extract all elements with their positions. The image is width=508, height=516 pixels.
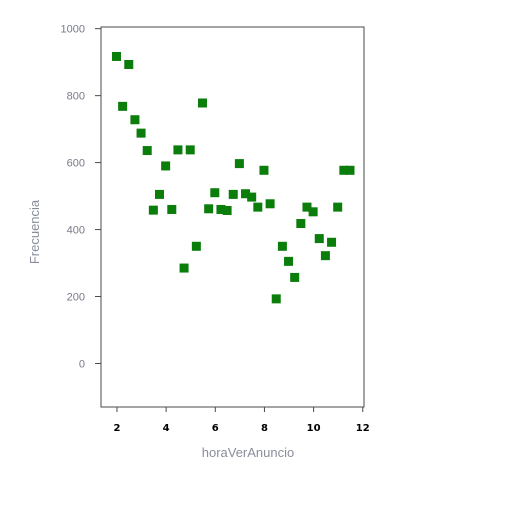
y-axis-ticks: 0 200 400 600 800 1000: [61, 24, 101, 370]
y-tick-label: 400: [67, 225, 85, 237]
data-point: [142, 146, 152, 156]
data-point: [265, 199, 275, 209]
data-point: [118, 101, 128, 111]
data-point: [290, 272, 300, 282]
x-axis-title: horaVerAnuncio: [202, 445, 295, 460]
data-point: [314, 234, 324, 244]
x-tick-label: 10: [307, 423, 321, 434]
data-point: [333, 202, 343, 212]
data-point: [191, 241, 201, 251]
data-point: [173, 145, 183, 155]
plot-frame: [100, 26, 365, 408]
data-point: [234, 159, 244, 169]
y-tick-label: 0: [79, 358, 85, 370]
data-point: [204, 204, 214, 214]
data-point: [216, 204, 226, 214]
x-axis-ticks: 2 4 6 8 10 12: [113, 407, 370, 434]
x-tick-label: 12: [356, 423, 370, 434]
data-point: [161, 161, 171, 171]
y-tick-label: 800: [67, 91, 85, 103]
data-point: [130, 115, 140, 125]
x-tick-label: 2: [113, 423, 120, 434]
x-tick-label: 8: [261, 423, 268, 434]
data-point: [339, 165, 349, 175]
data-point: [241, 189, 251, 199]
data-point: [302, 202, 312, 212]
y-tick-label: 600: [67, 158, 85, 170]
data-point: [247, 192, 257, 202]
data-point: [308, 207, 318, 217]
data-point: [148, 205, 158, 215]
data-point: [320, 251, 330, 261]
y-axis-title: Frecuencia: [27, 199, 42, 264]
data-point: [253, 202, 263, 212]
data-point: [198, 98, 208, 108]
data-point: [284, 256, 294, 266]
data-point: [154, 189, 164, 199]
x-tick-label: 4: [163, 423, 170, 434]
data-point: [271, 294, 281, 304]
data-point: [124, 59, 134, 69]
data-point: [222, 205, 232, 215]
data-point: [185, 145, 195, 155]
data-points: [111, 51, 355, 304]
data-point: [345, 165, 355, 175]
y-tick-label: 1000: [61, 24, 85, 36]
data-point: [136, 128, 146, 138]
data-point: [111, 51, 121, 61]
data-point: [296, 219, 306, 229]
data-point: [210, 188, 220, 198]
data-point: [259, 165, 269, 175]
data-point: [228, 189, 238, 199]
data-point: [327, 237, 337, 247]
data-point: [167, 204, 177, 214]
y-tick-label: 200: [67, 292, 85, 304]
data-point: [277, 241, 287, 251]
data-point: [179, 263, 189, 273]
x-tick-label: 6: [212, 423, 219, 434]
